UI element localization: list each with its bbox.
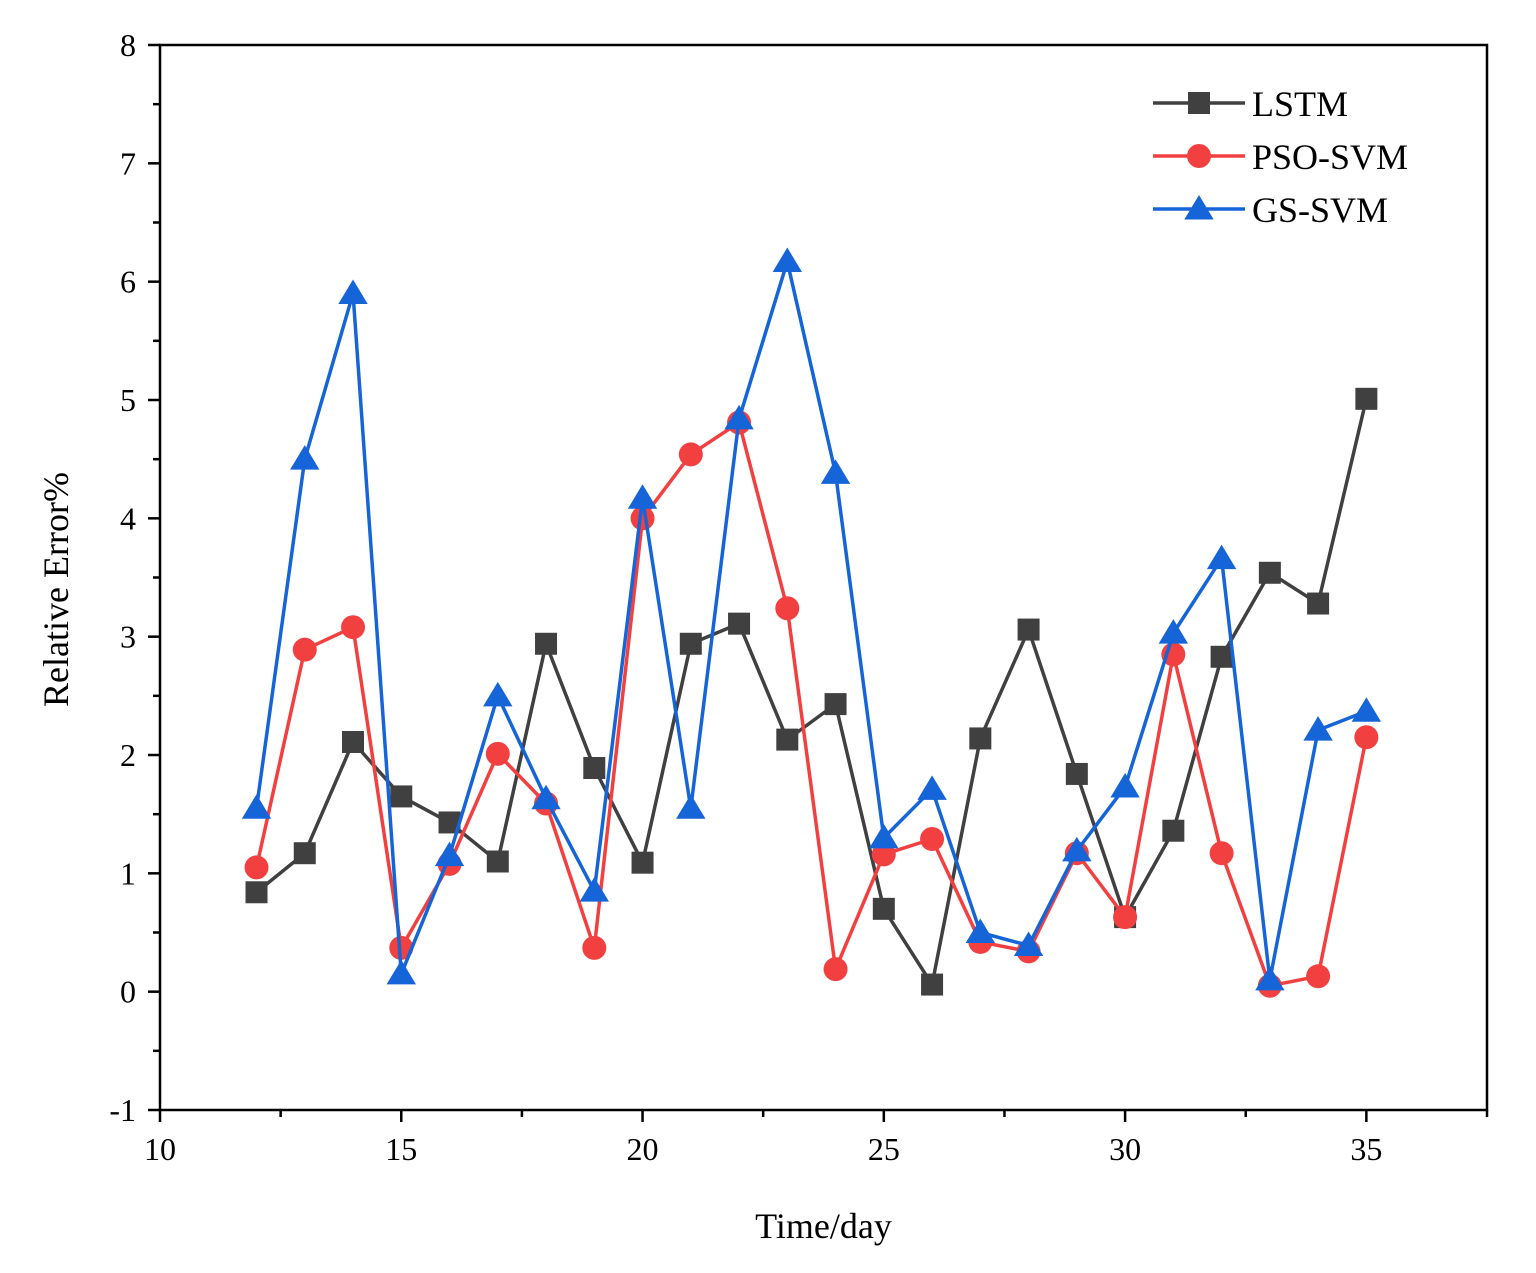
x-tick-label: 30 (1109, 1131, 1141, 1167)
legend: LSTM PSO-SVM GS-SVM (1153, 84, 1408, 230)
data-point-lstm (1017, 618, 1040, 641)
series-group (241, 247, 1382, 998)
data-point-lstm (1065, 762, 1088, 785)
data-point-lstm (1210, 645, 1233, 668)
data-point-lstm (1258, 561, 1281, 584)
data-point-lstm (1307, 592, 1330, 615)
data-point-gs-svm (627, 484, 658, 509)
data-point-lstm (776, 728, 799, 751)
x-tick-label: 20 (627, 1131, 659, 1167)
y-tick-label: -1 (109, 1092, 136, 1128)
data-point-lstm (824, 693, 847, 716)
data-point-pso-svm (1354, 725, 1379, 750)
data-point-pso-svm (775, 596, 800, 621)
data-point-gs-svm (917, 775, 947, 800)
data-point-gs-svm (1110, 772, 1140, 798)
data-point-gs-svm (579, 877, 609, 902)
data-point-lstm (390, 785, 413, 808)
data-point-gs-svm (869, 823, 899, 849)
legend-marker-lstm (1188, 92, 1210, 114)
data-point-gs-svm (1013, 931, 1044, 957)
x-tick-label: 25 (868, 1131, 900, 1167)
data-point-pso-svm (1306, 964, 1331, 989)
data-point-pso-svm (341, 615, 366, 640)
data-point-pso-svm (823, 957, 848, 982)
series-line-lstm (255, 398, 1369, 987)
data-point-gs-svm (434, 841, 465, 867)
data-point-gs-svm (965, 918, 996, 943)
data-point-gs-svm (290, 445, 320, 470)
data-point-gs-svm (338, 279, 368, 304)
y-tick-label: 6 (120, 264, 136, 300)
data-point-gs-svm (1303, 716, 1333, 741)
data-point-gs-svm (772, 247, 803, 273)
legend-item-gs-svm: GS-SVM (1153, 190, 1388, 230)
data-point-pso-svm (582, 935, 607, 960)
axes: 10 15 20 25 30 35 -1 0 1 2 3 4 5 6 7 8 (109, 27, 1489, 1167)
data-point-pso-svm (1113, 905, 1138, 930)
data-point-lstm (535, 632, 558, 655)
y-tick-label: 3 (120, 619, 136, 655)
data-point-lstm (921, 973, 944, 996)
series-lstm (245, 387, 1378, 996)
data-point-pso-svm (630, 506, 655, 531)
data-point-lstm (631, 851, 654, 874)
data-point-lstm (486, 850, 509, 873)
legend-label-gs-svm: GS-SVM (1252, 190, 1388, 230)
data-point-gs-svm (483, 681, 513, 707)
data-point-gs-svm (1158, 619, 1189, 644)
x-tick-label: 35 (1350, 1131, 1382, 1167)
series-line-gs-svm (254, 259, 1368, 982)
x-tick-label: 10 (144, 1131, 176, 1167)
legend-item-lstm: LSTM (1153, 84, 1348, 124)
data-point-gs-svm (1351, 697, 1382, 722)
data-point-gs-svm (724, 404, 754, 430)
data-point-gs-svm (531, 784, 561, 810)
data-point-pso-svm (292, 637, 317, 662)
y-tick-label: 5 (120, 382, 136, 418)
y-tick-label: 1 (120, 855, 136, 891)
y-tick-label: 8 (120, 27, 136, 63)
legend-label-lstm: LSTM (1252, 84, 1348, 124)
data-point-lstm (438, 811, 461, 834)
series-line-pso-svm (254, 420, 1369, 988)
data-point-gs-svm (820, 459, 851, 484)
y-tick-label: 2 (120, 737, 136, 773)
data-point-lstm (969, 727, 992, 750)
data-point-lstm (293, 842, 316, 865)
legend-marker-gs-svm (1184, 195, 1214, 220)
legend-label-pso-svm: PSO-SVM (1252, 137, 1408, 177)
series-gs-svm (241, 247, 1382, 991)
y-tick-label: 4 (120, 500, 136, 536)
data-point-pso-svm (1209, 841, 1234, 866)
data-point-lstm (679, 632, 702, 655)
y-axis-title: Relative Error% (36, 472, 76, 707)
x-tick-label: 15 (385, 1131, 417, 1167)
data-point-pso-svm (244, 855, 269, 880)
data-point-pso-svm (485, 741, 510, 766)
data-point-lstm (583, 757, 606, 780)
data-point-gs-svm (241, 794, 272, 819)
data-point-pso-svm (920, 827, 945, 852)
data-point-lstm (872, 897, 895, 920)
data-point-pso-svm (678, 442, 703, 467)
data-point-lstm (342, 730, 365, 753)
data-point-lstm (728, 612, 751, 635)
y-tick-label: 7 (120, 145, 136, 181)
data-point-gs-svm (1206, 544, 1237, 570)
data-point-gs-svm (1062, 836, 1092, 862)
y-tick-label: 0 (120, 974, 136, 1010)
legend-marker-pso-svm (1187, 144, 1211, 168)
legend-item-pso-svm: PSO-SVM (1153, 137, 1408, 177)
data-point-lstm (245, 881, 268, 904)
data-point-pso-svm (871, 842, 896, 867)
x-axis-title: Time/day (755, 1206, 892, 1246)
data-point-pso-svm (389, 935, 414, 960)
data-point-lstm (1162, 819, 1185, 842)
data-point-gs-svm (1255, 965, 1285, 991)
data-point-lstm (1355, 387, 1378, 410)
data-point-gs-svm (386, 959, 416, 985)
data-point-gs-svm (676, 794, 706, 819)
